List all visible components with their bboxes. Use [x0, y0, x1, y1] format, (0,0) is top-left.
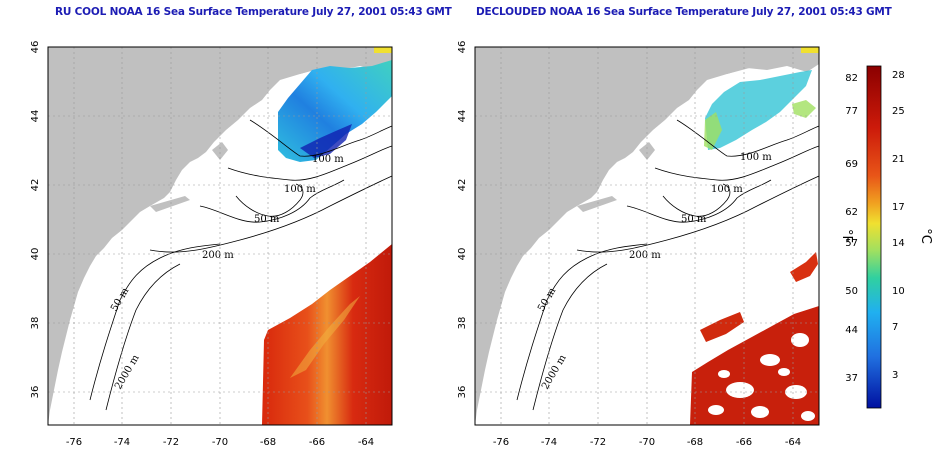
colorbar-fahrenheit-ticks: 82 77 69 62 57 50 44 37 — [845, 73, 858, 384]
right-map-cool-patch-2 — [704, 112, 722, 150]
left-lat-tick-42: 42 — [30, 179, 41, 192]
left-map-land — [48, 47, 392, 425]
left-contour-label-100m-north: 100 m — [312, 154, 344, 165]
right-map-bathymetry-contours — [516, 119, 820, 411]
right-lon-tick-64: -64 — [785, 437, 801, 448]
left-map-warm-streak — [290, 296, 360, 378]
left-lat-tick-38: 38 — [30, 317, 41, 330]
c-tick-10: 10 — [892, 286, 905, 297]
c-tick-25: 25 — [892, 106, 905, 117]
right-map-warm-patch-north — [790, 252, 818, 282]
c-tick-28: 28 — [892, 70, 905, 81]
right-map-cool-patch-3 — [792, 100, 816, 118]
left-map-bathymetry-contours — [89, 119, 393, 411]
right-map-frame — [474, 46, 820, 426]
right-lon-tick-66: -66 — [736, 437, 752, 448]
right-lon-tick-76: -76 — [493, 437, 509, 448]
f-tick-44: 44 — [845, 325, 858, 336]
right-lat-tick-38: 38 — [457, 317, 468, 330]
temperature-colorbar: 82 77 69 62 57 50 44 37 28 25 21 17 14 1… — [839, 65, 933, 409]
f-tick-69: 69 — [845, 159, 858, 170]
left-lon-tick-64: -64 — [358, 437, 374, 448]
right-lon-ticks: -76 -74 -72 -70 -68 -66 -64 — [493, 437, 801, 448]
left-lon-tick-66: -66 — [309, 437, 325, 448]
colorbar-fahrenheit-label: °F — [839, 229, 854, 243]
left-lon-tick-76: -76 — [66, 437, 82, 448]
right-map: 100 m 100 m 50 m 200 m 50 m 2000 m -76 -… — [457, 41, 820, 448]
f-tick-57: 57 — [845, 238, 858, 249]
c-tick-21: 21 — [892, 154, 905, 165]
right-map-land-nova-scotia — [727, 47, 819, 74]
right-map-warm-corner — [801, 47, 819, 53]
right-lat-tick-46: 46 — [457, 41, 468, 54]
right-map-warm-patch-mid — [700, 312, 744, 342]
c-tick-7: 7 — [892, 322, 898, 333]
right-map-cool-sst-region — [705, 70, 812, 150]
left-map-gridlines — [48, 47, 392, 425]
right-contour-label-100m-north: 100 m — [740, 152, 772, 163]
left-contour-label-100m: 100 m — [284, 184, 316, 195]
right-contour-label-200m: 200 m — [629, 250, 661, 261]
right-lon-tick-70: -70 — [639, 437, 655, 448]
f-tick-50: 50 — [845, 286, 858, 297]
c-tick-17: 17 — [892, 202, 905, 213]
left-map-cool-sst-region — [278, 60, 392, 162]
left-lon-tick-68: -68 — [260, 437, 276, 448]
left-map-land-nova-scotia — [300, 47, 392, 74]
colorbar-celsius-ticks: 28 25 21 17 14 10 7 3 — [892, 70, 905, 381]
f-tick-77: 77 — [845, 106, 858, 117]
f-tick-82: 82 — [845, 73, 858, 84]
right-lat-tick-42: 42 — [457, 179, 468, 192]
left-lat-tick-44: 44 — [30, 110, 41, 123]
right-lat-tick-44: 44 — [457, 110, 468, 123]
left-lat-tick-46: 46 — [30, 41, 41, 54]
left-map-frame — [47, 46, 393, 426]
right-map-long-island — [577, 196, 617, 212]
left-contour-label-50m: 50 m — [254, 214, 280, 225]
right-contour-label-50m: 50 m — [681, 214, 707, 225]
left-lat-ticks: 36 38 40 42 44 46 — [30, 41, 41, 399]
right-map-land — [475, 47, 819, 425]
left-lon-tick-74: -74 — [114, 437, 130, 448]
c-tick-14: 14 — [892, 238, 905, 249]
left-map-title: RU COOL NOAA 16 Sea Surface Temperature … — [55, 6, 452, 18]
left-lon-ticks: -76 -74 -72 -70 -68 -66 -64 — [66, 437, 374, 448]
right-contour-label-100m: 100 m — [711, 184, 743, 195]
right-lat-ticks: 36 38 40 42 44 46 — [457, 41, 468, 399]
left-lat-tick-40: 40 — [30, 248, 41, 261]
right-map-cloud-gaps — [708, 333, 815, 421]
left-lon-tick-72: -72 — [163, 437, 179, 448]
left-lat-tick-36: 36 — [30, 386, 41, 399]
right-lat-tick-36: 36 — [457, 386, 468, 399]
c-tick-3: 3 — [892, 370, 898, 381]
right-lon-tick-72: -72 — [590, 437, 606, 448]
right-map-title: DECLOUDED NOAA 16 Sea Surface Temperatur… — [476, 6, 892, 18]
left-map-long-island — [150, 196, 190, 212]
left-contour-label-200m: 200 m — [202, 250, 234, 261]
left-map: 100 m 100 m 50 m 200 m 50 m 2000 m -76 -… — [30, 41, 393, 448]
right-map-cape-cod — [639, 142, 655, 160]
right-lat-tick-40: 40 — [457, 248, 468, 261]
left-map-warm-corner — [374, 47, 392, 53]
colorbar-celsius-label: °C — [918, 228, 933, 244]
right-lon-tick-74: -74 — [541, 437, 557, 448]
f-tick-62: 62 — [845, 207, 858, 218]
colorbar-gradient — [866, 65, 882, 409]
left-map-cape-cod — [212, 142, 228, 160]
left-map-cold-core — [300, 124, 352, 158]
right-lon-tick-68: -68 — [687, 437, 703, 448]
right-map-gridlines — [475, 47, 819, 425]
f-tick-37: 37 — [845, 373, 858, 384]
left-lon-tick-70: -70 — [212, 437, 228, 448]
